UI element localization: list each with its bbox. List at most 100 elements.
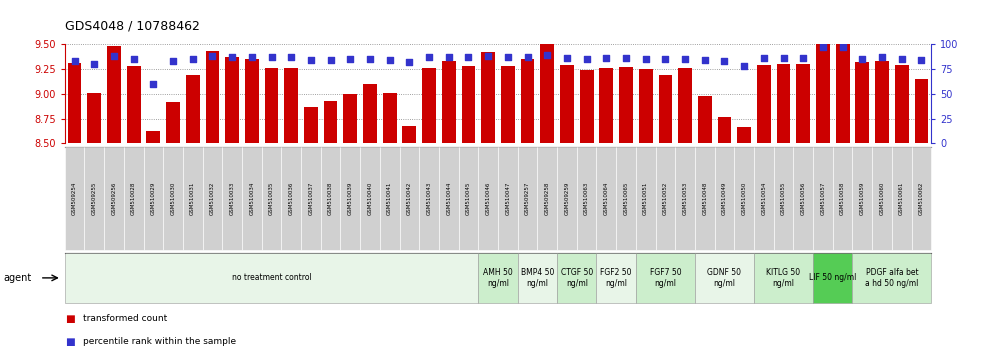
Text: ■: ■ <box>65 314 75 324</box>
Text: GDS4048 / 10788462: GDS4048 / 10788462 <box>65 19 199 33</box>
Text: GSM510051: GSM510051 <box>643 182 648 215</box>
Bar <box>265 68 279 143</box>
Point <box>855 56 871 62</box>
Text: GSM510053: GSM510053 <box>682 182 687 215</box>
Bar <box>501 66 515 143</box>
Bar <box>382 93 396 143</box>
Point <box>480 53 496 59</box>
Text: GSM509259: GSM509259 <box>565 182 570 215</box>
Text: GSM510049: GSM510049 <box>722 182 727 215</box>
Point <box>697 57 713 63</box>
Point <box>539 52 555 58</box>
Bar <box>205 51 219 143</box>
Bar <box>364 84 376 143</box>
Text: GSM510065: GSM510065 <box>623 182 628 215</box>
Bar <box>88 93 102 143</box>
Point <box>224 54 240 60</box>
Text: GSM510043: GSM510043 <box>426 182 431 215</box>
Text: FGF2 50
ng/ml: FGF2 50 ng/ml <box>601 268 631 287</box>
Text: percentile rank within the sample: percentile rank within the sample <box>83 337 236 346</box>
Point <box>185 56 201 62</box>
Text: BMP4 50
ng/ml: BMP4 50 ng/ml <box>521 268 554 287</box>
Bar <box>126 66 140 143</box>
Bar <box>461 66 475 143</box>
Bar <box>324 101 338 143</box>
Text: GSM510037: GSM510037 <box>309 182 314 215</box>
Bar <box>717 116 731 143</box>
Bar <box>797 64 810 143</box>
Point <box>913 57 929 63</box>
Text: GSM510029: GSM510029 <box>150 182 155 215</box>
Point <box>303 57 319 63</box>
Text: GSM510047: GSM510047 <box>505 182 510 215</box>
Text: GSM510056: GSM510056 <box>801 182 806 215</box>
Point <box>362 56 377 62</box>
Bar <box>560 65 574 143</box>
Point <box>165 58 181 64</box>
Text: CTGF 50
ng/ml: CTGF 50 ng/ml <box>561 268 593 287</box>
Text: GSM510060: GSM510060 <box>879 182 884 215</box>
Point <box>67 58 83 64</box>
Bar <box>600 68 614 143</box>
Point <box>264 54 280 60</box>
Text: PDGF alfa bet
a hd 50 ng/ml: PDGF alfa bet a hd 50 ng/ml <box>866 268 918 287</box>
Text: GSM510054: GSM510054 <box>761 182 766 215</box>
Bar <box>166 102 180 143</box>
Point <box>716 58 732 64</box>
Bar <box>284 68 298 143</box>
Point <box>756 55 772 61</box>
Text: FGF7 50
ng/ml: FGF7 50 ng/ml <box>649 268 681 287</box>
Text: GSM510058: GSM510058 <box>841 182 846 215</box>
Text: GSM509256: GSM509256 <box>112 182 117 215</box>
Point <box>204 53 220 59</box>
Bar <box>108 46 121 143</box>
Bar <box>225 57 239 143</box>
Text: GSM510035: GSM510035 <box>269 182 274 215</box>
Text: GSM510045: GSM510045 <box>466 182 471 215</box>
Bar <box>521 59 535 143</box>
Point <box>599 55 615 61</box>
Text: GSM510063: GSM510063 <box>584 182 589 215</box>
Point <box>421 54 437 60</box>
Point <box>323 57 339 63</box>
Bar <box>245 59 259 143</box>
Point <box>559 55 575 61</box>
Point <box>244 54 260 60</box>
Bar <box>777 64 791 143</box>
Point <box>657 56 673 62</box>
Text: GSM509258: GSM509258 <box>545 182 550 215</box>
Point <box>401 59 417 65</box>
Point <box>736 63 752 69</box>
Text: LIF 50 ng/ml: LIF 50 ng/ml <box>809 273 857 282</box>
Text: GSM510044: GSM510044 <box>446 182 451 215</box>
Point <box>776 55 792 61</box>
Point <box>520 54 536 60</box>
Point <box>460 54 476 60</box>
Text: transformed count: transformed count <box>83 314 167 323</box>
Bar <box>442 61 455 143</box>
Bar <box>698 96 712 143</box>
Text: GSM510036: GSM510036 <box>289 182 294 215</box>
Text: GSM510033: GSM510033 <box>230 182 235 215</box>
Point <box>145 81 161 87</box>
Text: GDNF 50
ng/ml: GDNF 50 ng/ml <box>707 268 741 287</box>
Text: GSM510031: GSM510031 <box>190 182 195 215</box>
Text: GSM510030: GSM510030 <box>170 182 175 215</box>
Text: ■: ■ <box>65 337 75 347</box>
Bar <box>541 44 554 143</box>
Text: KITLG 50
ng/ml: KITLG 50 ng/ml <box>767 268 801 287</box>
Bar <box>678 68 692 143</box>
Text: GSM509255: GSM509255 <box>92 182 97 215</box>
Text: no treatment control: no treatment control <box>232 273 312 282</box>
Bar <box>580 70 594 143</box>
Point <box>125 56 141 62</box>
Point <box>893 56 909 62</box>
Text: GSM510046: GSM510046 <box>486 182 491 215</box>
Point <box>381 57 397 63</box>
Point <box>579 56 595 62</box>
Text: AMH 50
ng/ml: AMH 50 ng/ml <box>483 268 513 287</box>
Text: GSM510064: GSM510064 <box>604 182 609 215</box>
Text: GSM509257: GSM509257 <box>525 182 530 215</box>
Text: GSM510057: GSM510057 <box>821 182 826 215</box>
Point <box>619 55 634 61</box>
